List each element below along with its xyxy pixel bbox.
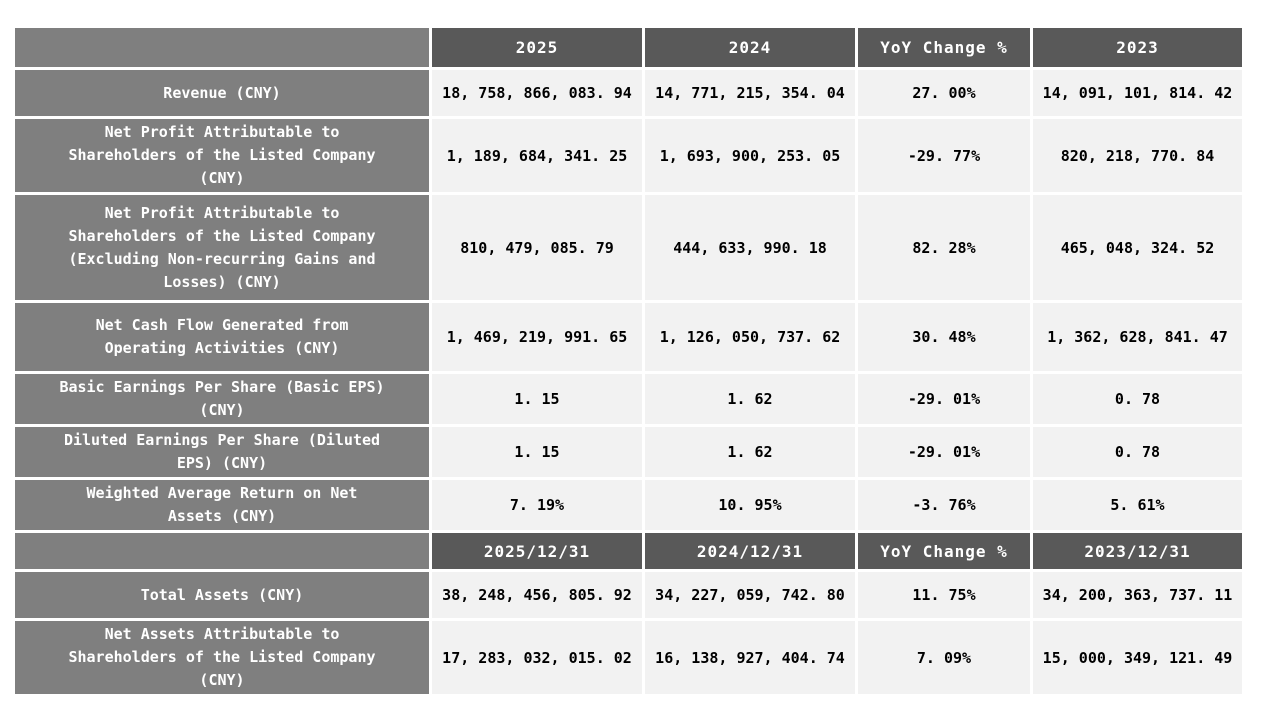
data-cell: 27. 00% [858, 70, 1030, 116]
data-cell: 18, 758, 866, 083. 94 [432, 70, 642, 116]
data-cell: 34, 200, 363, 737. 11 [1033, 572, 1242, 618]
data-cell: 30. 48% [858, 303, 1030, 371]
data-cell: 11. 75% [858, 572, 1030, 618]
data-cell: 1. 62 [645, 427, 855, 477]
data-cell: 14, 771, 215, 354. 04 [645, 70, 855, 116]
row-label-cell: Net Assets Attributable to Shareholders … [15, 621, 429, 694]
row-label-cell: Diluted Earnings Per Share (Diluted EPS)… [15, 427, 429, 477]
data-cell: 17, 283, 032, 015. 02 [432, 621, 642, 694]
data-cell: 1. 62 [645, 374, 855, 424]
data-cell: 16, 138, 927, 404. 74 [645, 621, 855, 694]
row-label-cell: Net Profit Attributable to Shareholders … [15, 119, 429, 192]
data-cell: 1, 189, 684, 341. 25 [432, 119, 642, 192]
table-row: Revenue (CNY) 18, 758, 866, 083. 94 14, 77… [15, 70, 1242, 116]
column-header-cell: 2023/12/31 [1033, 533, 1242, 569]
table-row: Net Assets Attributable to Shareholders … [15, 621, 1242, 694]
header-row: 2025 2024 YoY Change % 2023 [15, 28, 1242, 67]
data-cell: 7. 19% [432, 480, 642, 530]
data-cell: -3. 76% [858, 480, 1030, 530]
financial-summary-table: 2025 2024 YoY Change % 2023 Revenue (CNY) 18,… [12, 25, 1245, 697]
corner-header-cell [15, 28, 429, 67]
data-cell: 1, 362, 628, 841. 47 [1033, 303, 1242, 371]
table-row: Net Profit Attributable to Shareholders … [15, 119, 1242, 192]
table-body: 2025 2024 YoY Change % 2023 Revenue (CNY) 18,… [15, 28, 1242, 694]
data-cell: 38, 248, 456, 805. 92 [432, 572, 642, 618]
column-header-cell: 2025 [432, 28, 642, 67]
column-header-cell: 2024/12/31 [645, 533, 855, 569]
data-cell: 1, 693, 900, 253. 05 [645, 119, 855, 192]
data-cell: 5. 61% [1033, 480, 1242, 530]
data-cell: 444, 633, 990. 18 [645, 195, 855, 300]
data-cell: -29. 01% [858, 374, 1030, 424]
data-cell: 1, 126, 050, 737. 62 [645, 303, 855, 371]
data-cell: 14, 091, 101, 814. 42 [1033, 70, 1242, 116]
data-cell: 465, 048, 324. 52 [1033, 195, 1242, 300]
column-header-cell: 2023 [1033, 28, 1242, 67]
data-cell: 820, 218, 770. 84 [1033, 119, 1242, 192]
column-header-cell: 2025/12/31 [432, 533, 642, 569]
data-cell: 34, 227, 059, 742. 80 [645, 572, 855, 618]
data-cell: 15, 000, 349, 121. 49 [1033, 621, 1242, 694]
data-cell: -29. 77% [858, 119, 1030, 192]
table-row: Total Assets (CNY) 38, 248, 456, 805. 92 3… [15, 572, 1242, 618]
data-cell: 810, 479, 085. 79 [432, 195, 642, 300]
data-cell: 10. 95% [645, 480, 855, 530]
table-row: Net Cash Flow Generated from Operating A… [15, 303, 1242, 371]
column-header-cell: YoY Change % [858, 533, 1030, 569]
table-row: Diluted Earnings Per Share (Diluted EPS)… [15, 427, 1242, 477]
row-label-cell: Revenue (CNY) [15, 70, 429, 116]
row-label-cell: Net Cash Flow Generated from Operating A… [15, 303, 429, 371]
table-row: Weighted Average Return on Net Assets (C… [15, 480, 1242, 530]
data-cell: 1. 15 [432, 427, 642, 477]
table-row: Net Profit Attributable to Shareholders … [15, 195, 1242, 300]
row-label-cell: Weighted Average Return on Net Assets (C… [15, 480, 429, 530]
row-label-cell: Basic Earnings Per Share (Basic EPS) (CN… [15, 374, 429, 424]
corner-header-cell [15, 533, 429, 569]
data-cell: 82. 28% [858, 195, 1030, 300]
data-cell: 1, 469, 219, 991. 65 [432, 303, 642, 371]
data-cell: -29. 01% [858, 427, 1030, 477]
table-row: Basic Earnings Per Share (Basic EPS) (CN… [15, 374, 1242, 424]
data-cell: 7. 09% [858, 621, 1030, 694]
column-header-cell: 2024 [645, 28, 855, 67]
data-cell: 0. 78 [1033, 427, 1242, 477]
data-cell: 0. 78 [1033, 374, 1242, 424]
column-header-cell: YoY Change % [858, 28, 1030, 67]
row-label-cell: Total Assets (CNY) [15, 572, 429, 618]
data-cell: 1. 15 [432, 374, 642, 424]
row-label-cell: Net Profit Attributable to Shareholders … [15, 195, 429, 300]
header-row: 2025/12/31 2024/12/31 YoY Change % 2023/12/… [15, 533, 1242, 569]
